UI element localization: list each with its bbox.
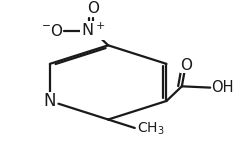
- Text: O: O: [87, 1, 99, 16]
- Text: O: O: [180, 58, 192, 73]
- Text: N$^+$: N$^+$: [81, 22, 105, 39]
- Text: CH$_3$: CH$_3$: [137, 120, 164, 137]
- Text: $^{-}$O: $^{-}$O: [41, 23, 63, 39]
- Text: OH: OH: [211, 80, 234, 95]
- Text: N: N: [44, 92, 56, 110]
